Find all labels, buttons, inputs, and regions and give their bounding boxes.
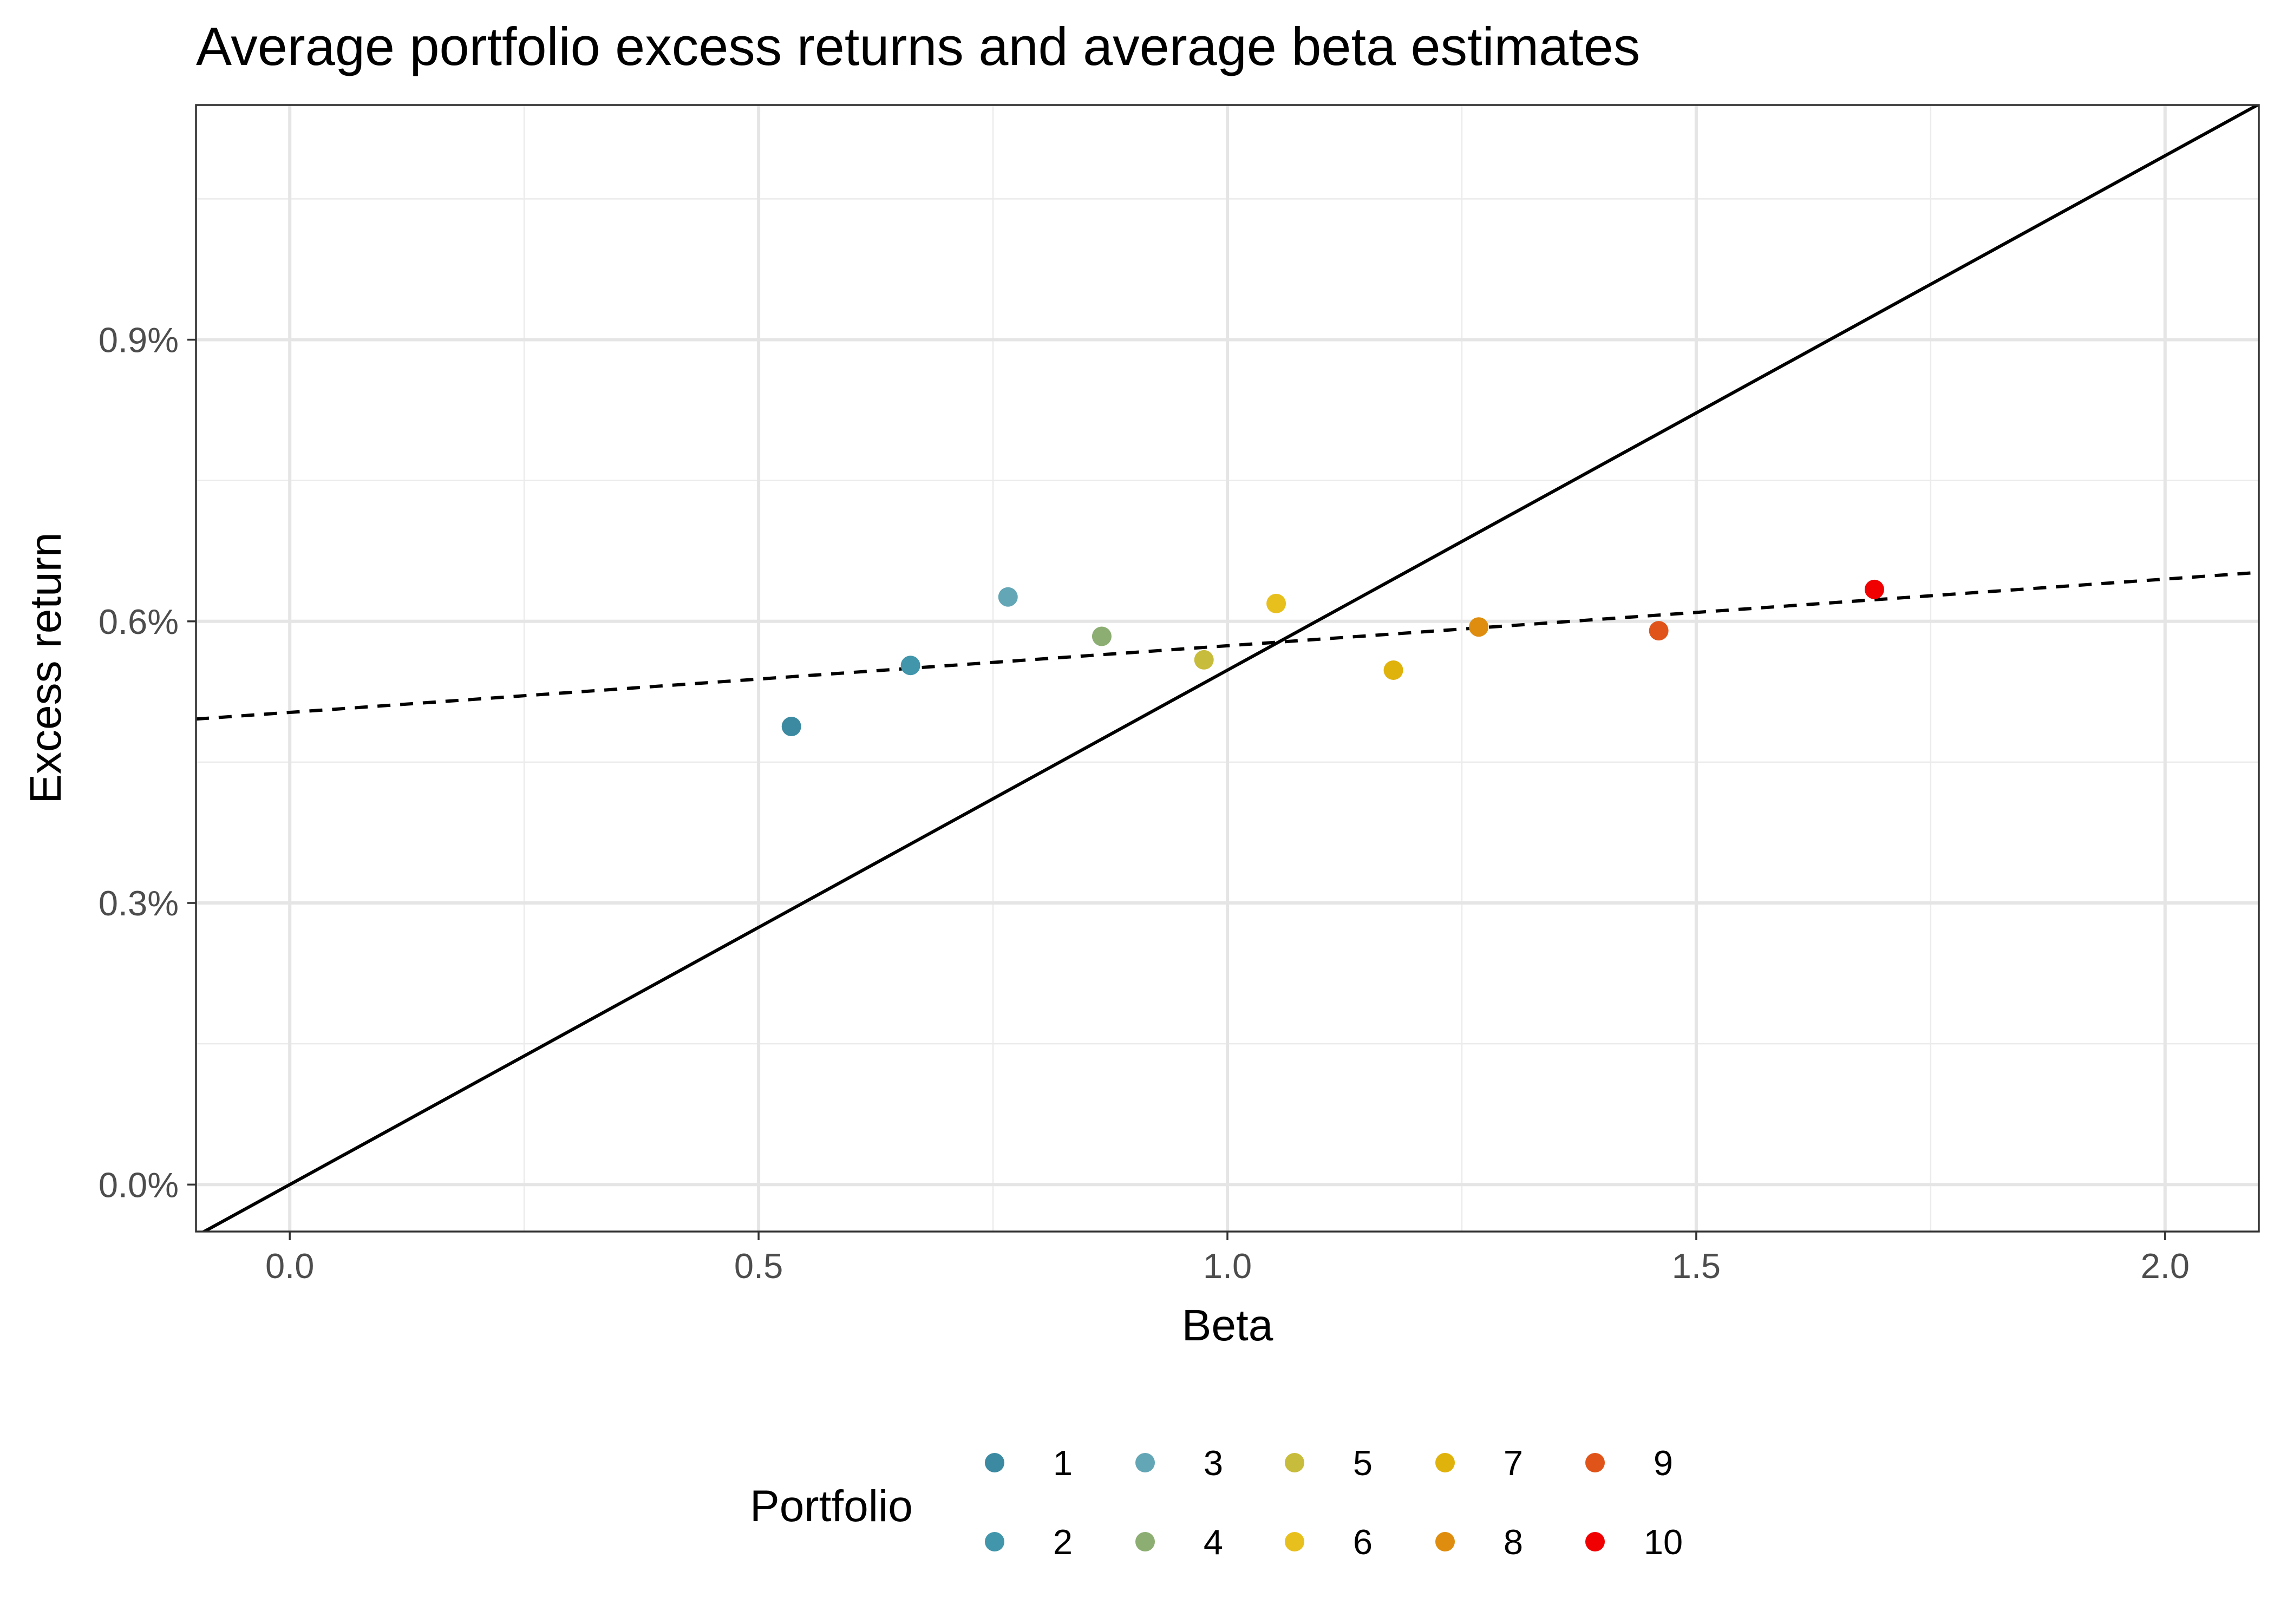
y-tick-label: 0.6%: [99, 602, 179, 641]
x-tick-label: 0.0: [265, 1246, 314, 1286]
y-tick-label: 0.9%: [99, 320, 179, 360]
legend-key-6: [1285, 1532, 1304, 1551]
legend-key-5: [1285, 1453, 1304, 1472]
legend-label-3: 3: [1204, 1443, 1223, 1483]
data-points: [781, 579, 1884, 737]
reference-lines: [196, 105, 2259, 1232]
legend: Portfolio 1 2 3 4 5 6 7 8 9 10: [750, 1443, 1683, 1562]
y-tick-label: 0.3%: [99, 883, 179, 923]
data-point-portfolio-4: [1092, 626, 1112, 646]
x-tick-label: 1.0: [1203, 1246, 1252, 1286]
legend-key-9: [1585, 1453, 1605, 1472]
data-point-portfolio-7: [1383, 660, 1403, 680]
legend-title: Portfolio: [750, 1482, 913, 1531]
chart-title: Average portfolio excess returns and ave…: [196, 16, 1640, 76]
data-point-portfolio-10: [1864, 579, 1884, 599]
legend-key-7: [1435, 1453, 1455, 1472]
legend-label-4: 4: [1204, 1522, 1223, 1562]
legend-label-1: 1: [1053, 1443, 1073, 1483]
legend-key-10: [1585, 1532, 1605, 1551]
legend-items: 1 2 3 4 5 6 7 8 9 10: [985, 1443, 1683, 1562]
x-axis-ticks: 0.0 0.5 1.0 1.5 2.0: [265, 1232, 2190, 1286]
data-point-portfolio-6: [1266, 593, 1286, 613]
data-point-portfolio-9: [1649, 621, 1669, 641]
legend-label-10: 10: [1644, 1522, 1683, 1562]
legend-label-8: 8: [1504, 1522, 1523, 1562]
x-tick-label: 1.5: [1672, 1246, 1721, 1286]
data-point-portfolio-1: [781, 717, 801, 737]
data-point-portfolio-8: [1469, 617, 1489, 637]
legend-label-9: 9: [1654, 1443, 1673, 1483]
legend-label-5: 5: [1353, 1443, 1373, 1483]
legend-key-4: [1135, 1532, 1155, 1551]
reference-line-solid: [200, 105, 2259, 1232]
legend-label-7: 7: [1504, 1443, 1523, 1483]
x-tick-label: 2.0: [2141, 1246, 2190, 1286]
legend-key-3: [1135, 1453, 1155, 1472]
y-tick-label: 0.0%: [99, 1165, 179, 1204]
legend-key-1: [985, 1453, 1004, 1472]
legend-label-6: 6: [1353, 1522, 1373, 1562]
regression-line-dashed: [196, 571, 2259, 721]
legend-key-2: [985, 1532, 1004, 1551]
data-point-portfolio-3: [998, 587, 1018, 607]
grid: [196, 105, 2259, 1232]
y-axis-ticks: 0.0% 0.3% 0.6% 0.9%: [99, 320, 196, 1204]
x-axis-title: Beta: [1182, 1301, 1273, 1350]
legend-label-2: 2: [1053, 1522, 1073, 1562]
legend-key-8: [1435, 1532, 1455, 1551]
x-tick-label: 0.5: [734, 1246, 783, 1286]
data-point-portfolio-2: [900, 656, 920, 676]
data-point-portfolio-5: [1194, 650, 1214, 670]
y-axis-title: Excess return: [21, 532, 70, 803]
